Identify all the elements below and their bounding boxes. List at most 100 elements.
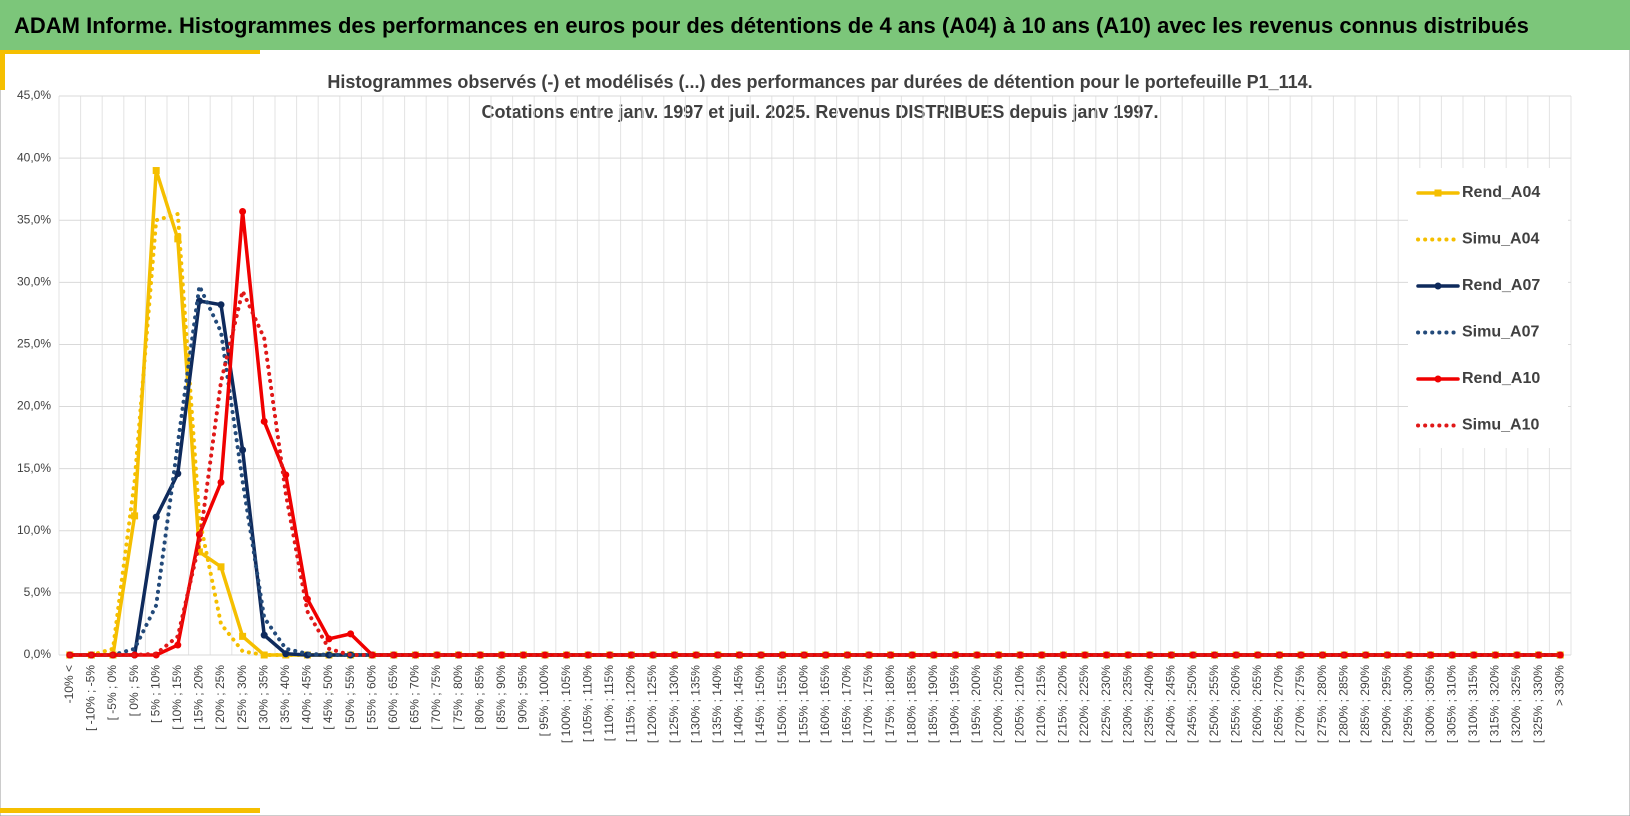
x-tick-label: [ 300% ; 305% xyxy=(1423,665,1437,743)
x-tick-label: [ 325% ; 330% xyxy=(1531,665,1545,743)
point xyxy=(217,563,225,571)
x-tick-label: [ 265% ; 270% xyxy=(1272,665,1286,743)
point xyxy=(498,651,506,659)
x-tick-label: [ 315% ; 320% xyxy=(1488,665,1502,743)
x-tick-label: [ 120% ; 125% xyxy=(645,665,659,743)
point xyxy=(584,651,592,659)
point xyxy=(217,301,225,309)
x-tick-label: [ 205% ; 210% xyxy=(1012,665,1026,743)
point xyxy=(174,641,182,649)
point xyxy=(519,651,527,659)
x-tick-label: [ 40% ; 45% xyxy=(300,665,314,730)
x-tick-label: [ 125% ; 130% xyxy=(667,665,681,743)
x-tick-label: [ 305% ; 310% xyxy=(1444,665,1458,743)
x-tick-label: [ 130% ; 135% xyxy=(688,665,702,743)
x-tick-label: [ 70% ; 75% xyxy=(429,665,443,730)
x-tick-label: [ 230% ; 235% xyxy=(1120,665,1134,743)
x-tick-label: [ 275% ; 280% xyxy=(1315,665,1329,743)
chart-subtitle: Cotations entre janv. 1997 et juil. 2025… xyxy=(482,102,1159,122)
point xyxy=(174,470,182,478)
y-tick-label: 30,0% xyxy=(17,275,51,289)
x-tick-label: [ 155% ; 160% xyxy=(796,665,810,743)
x-tick-label: [ 60% ; 65% xyxy=(386,665,400,730)
chart-title: Histogrammes observés (-) et modélisés (… xyxy=(327,72,1312,92)
point xyxy=(541,651,549,659)
point xyxy=(325,635,333,643)
point xyxy=(1513,651,1521,659)
point xyxy=(260,417,268,425)
y-tick-label: 25,0% xyxy=(17,337,51,351)
point xyxy=(239,632,247,640)
x-tick-label: [ 220% ; 225% xyxy=(1077,665,1091,743)
point xyxy=(1081,651,1089,659)
x-tick-label: [ 90% ; 95% xyxy=(516,665,530,730)
point xyxy=(995,651,1003,659)
series-line xyxy=(67,289,1563,657)
legend-box xyxy=(1408,168,1568,448)
series-line xyxy=(68,209,1562,657)
point xyxy=(239,208,247,216)
x-tick-label: [ 175% ; 180% xyxy=(883,665,897,743)
x-tick-label: [ 160% ; 165% xyxy=(818,665,832,743)
x-tick-label: [ 45% ; 50% xyxy=(321,665,335,730)
x-tick-label: [ 10% ; 15% xyxy=(170,665,184,730)
x-tick-label: [ 165% ; 170% xyxy=(840,665,854,743)
y-tick-label: 20,0% xyxy=(17,399,51,413)
x-tick-label: [ 285% ; 290% xyxy=(1358,665,1372,743)
x-tick-label: [ 50% ; 55% xyxy=(343,665,357,730)
legend-marker xyxy=(1434,189,1442,197)
legend-label: Simu_A07 xyxy=(1462,324,1539,341)
point xyxy=(347,630,355,638)
point xyxy=(1535,651,1543,659)
point xyxy=(152,167,160,175)
x-tick-label: [ 150% ; 155% xyxy=(775,665,789,743)
x-tick-label: [ 320% ; 325% xyxy=(1509,665,1523,743)
y-tick-label: 40,0% xyxy=(17,150,51,164)
y-tick-label: 5,0% xyxy=(24,585,52,599)
accent xyxy=(0,808,260,813)
x-tick-label: [ 260% ; 265% xyxy=(1250,665,1264,743)
x-tick-label: [ 280% ; 285% xyxy=(1336,665,1350,743)
x-tick-label: [ 80% ; 85% xyxy=(472,665,486,730)
x-tick-label: [ -5% ; 0% xyxy=(105,665,119,721)
x-tick-label: [ 15% ; 20% xyxy=(192,665,206,730)
point xyxy=(174,235,182,243)
accent xyxy=(0,50,5,90)
point xyxy=(195,548,203,556)
x-tick-label: [ 295% ; 300% xyxy=(1401,665,1415,743)
point xyxy=(1038,651,1046,659)
legend-label: Rend_A10 xyxy=(1462,370,1540,387)
x-tick-label: [ 170% ; 175% xyxy=(861,665,875,743)
legend-marker xyxy=(1434,375,1442,383)
y-tick-label: 10,0% xyxy=(17,523,51,537)
x-tick-label: [ 75% ; 80% xyxy=(451,665,465,730)
x-tick-label: [ 145% ; 150% xyxy=(753,665,767,743)
x-tick-label: [ 140% ; 145% xyxy=(732,665,746,743)
x-tick-label: [ 190% ; 195% xyxy=(948,665,962,743)
x-tick-label: [ 270% ; 275% xyxy=(1293,665,1307,743)
x-tick-label: [ 195% ; 200% xyxy=(969,665,983,743)
y-tick-label: 35,0% xyxy=(17,212,51,226)
x-tick-label: [ 35% ; 40% xyxy=(278,665,292,730)
point xyxy=(152,513,160,521)
x-tick-label: [ 100% ; 105% xyxy=(559,665,573,743)
y-tick-label: 45,0% xyxy=(17,88,51,102)
x-tick-label: [ 5% ; 10% xyxy=(148,665,162,723)
x-tick-label: [ 185% ; 190% xyxy=(926,665,940,743)
x-tick-label: [ 55% ; 60% xyxy=(364,665,378,730)
x-tick-label: [ 85% ; 90% xyxy=(494,665,508,730)
legend-label: Simu_A10 xyxy=(1462,417,1539,434)
x-tick-label: [ 255% ; 260% xyxy=(1228,665,1242,743)
point xyxy=(282,650,290,658)
x-tick-label: [ 250% ; 255% xyxy=(1207,665,1221,743)
x-tick-label: [ 95% ; 100% xyxy=(537,665,551,737)
x-tick-label: [ 245% ; 250% xyxy=(1185,665,1199,743)
point xyxy=(1016,651,1024,659)
x-tick-label: -10% < xyxy=(62,665,76,703)
x-tick-label: [ 115% ; 120% xyxy=(624,665,638,742)
page-title: ADAM Informe. Histogrammes des performan… xyxy=(14,13,1529,38)
x-tick-label: [ 215% ; 220% xyxy=(1056,665,1070,743)
x-tick-label: [ 290% ; 295% xyxy=(1380,665,1394,743)
